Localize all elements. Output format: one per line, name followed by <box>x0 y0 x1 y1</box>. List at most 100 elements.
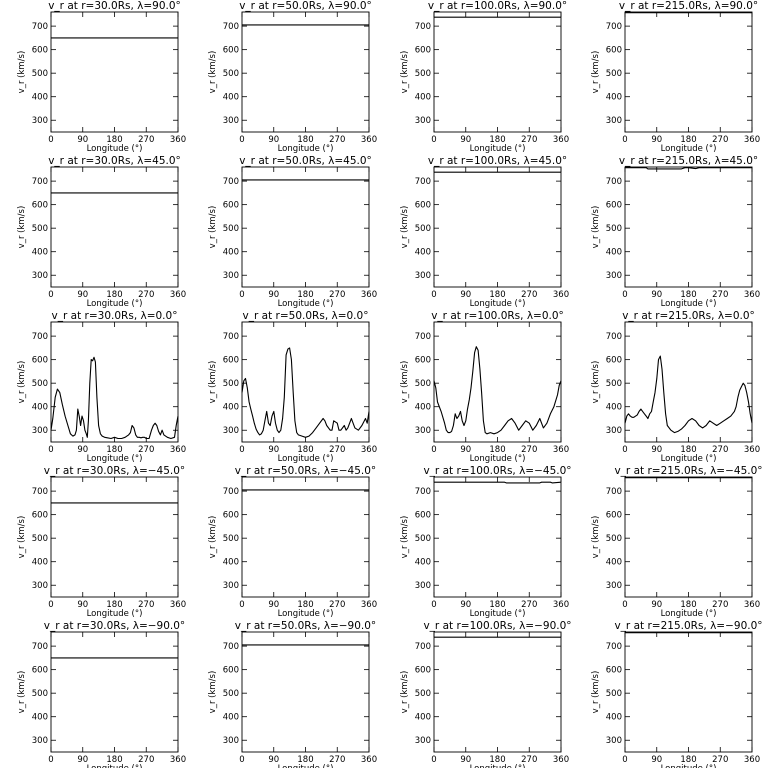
y-tick-label: 300 <box>415 116 431 126</box>
y-tick-label: 600 <box>32 201 48 211</box>
y-tick-label: 400 <box>606 403 622 413</box>
subplot-title: v_r at r=215.0Rs, λ=45.0° <box>619 155 758 167</box>
plot-frame <box>624 476 753 598</box>
x-tick-label: 270 <box>329 135 345 145</box>
x-tick-label: 180 <box>680 290 696 300</box>
y-axis-label: v_r (km/s) <box>591 51 601 94</box>
y-axis-label: v_r (km/s) <box>400 206 410 249</box>
y-tick-label: 700 <box>223 642 239 652</box>
plot-frame <box>241 476 370 598</box>
x-tick-label: 270 <box>712 290 728 300</box>
y-tick-label: 700 <box>223 22 239 32</box>
y-axis-label: v_r (km/s) <box>208 206 218 249</box>
x-tick-label: 360 <box>744 290 760 300</box>
series-line <box>241 347 370 438</box>
plot-frame <box>241 321 370 443</box>
y-tick-label: 500 <box>415 534 431 544</box>
subplot-title: v_r at r=30.0Rs, λ=−45.0° <box>44 465 185 477</box>
subplot: v_r at r=30.0Rs, λ=45.0° 0 90 180 270 360 300 4… <box>17 155 186 309</box>
y-axis-label: v_r (km/s) <box>591 361 601 404</box>
x-axis-label: Longitude (°) <box>661 144 717 154</box>
x-tick-label: 180 <box>106 600 122 610</box>
subplot-title: v_r at r=100.0Rs, λ=90.0° <box>428 0 567 12</box>
x-tick-label: 0 <box>622 755 627 765</box>
y-tick-label: 500 <box>606 69 622 79</box>
plot-frame <box>433 166 562 288</box>
y-tick-label: 700 <box>32 487 48 497</box>
x-tick-label: 360 <box>361 600 377 610</box>
x-tick-label: 360 <box>361 135 377 145</box>
subplot: v_r at r=100.0Rs, λ=90.0° 0 90 180 270 360 300… <box>400 0 569 154</box>
x-tick-label: 360 <box>170 445 186 455</box>
y-tick-label: 700 <box>32 177 48 187</box>
x-tick-label: 270 <box>329 445 345 455</box>
x-tick-label: 180 <box>297 600 313 610</box>
x-tick-label: 0 <box>48 135 53 145</box>
x-tick-label: 180 <box>680 755 696 765</box>
x-tick-label: 180 <box>297 755 313 765</box>
y-tick-label: 700 <box>32 22 48 32</box>
series-line <box>625 167 752 170</box>
x-tick-label: 0 <box>431 135 436 145</box>
x-tick-label: 360 <box>170 135 186 145</box>
x-axis-label: Longitude (°) <box>470 454 526 464</box>
subplot-title: v_r at r=30.0Rs, λ=0.0° <box>52 310 178 322</box>
subplot: v_r at r=30.0Rs, λ=0.0° 0 90 180 270 360 300 40… <box>17 310 186 464</box>
y-tick-label: 500 <box>606 534 622 544</box>
y-tick-label: 300 <box>223 116 239 126</box>
series-line <box>434 481 562 484</box>
x-tick-label: 0 <box>48 755 53 765</box>
y-tick-label: 300 <box>415 581 431 591</box>
x-tick-label: 180 <box>297 135 313 145</box>
x-tick-label: 360 <box>553 755 569 765</box>
x-tick-label: 180 <box>489 135 505 145</box>
y-axis-label: v_r (km/s) <box>400 516 410 559</box>
y-tick-label: 600 <box>415 511 431 521</box>
y-tick-label: 500 <box>223 379 239 389</box>
y-tick-label: 700 <box>606 642 622 652</box>
x-axis-label: Longitude (°) <box>87 609 143 619</box>
x-tick-label: 270 <box>138 135 154 145</box>
y-tick-label: 400 <box>606 93 622 103</box>
x-tick-label: 90 <box>651 135 662 145</box>
subplot: v_r at r=215.0Rs, λ=45.0° 0 90 180 270 360 300… <box>591 155 760 309</box>
y-tick-label: 500 <box>32 224 48 234</box>
y-tick-label: 700 <box>606 332 622 342</box>
x-tick-label: 90 <box>77 755 88 765</box>
y-tick-label: 500 <box>32 69 48 79</box>
x-axis-label: Longitude (°) <box>278 609 334 619</box>
subplot-title: v_r at r=100.0Rs, λ=45.0° <box>428 155 567 167</box>
y-tick-label: 400 <box>223 93 239 103</box>
x-tick-label: 270 <box>712 445 728 455</box>
subplot-title: v_r at r=50.0Rs, λ=−45.0° <box>235 465 376 477</box>
plot-frame <box>50 321 179 443</box>
x-axis-label: Longitude (°) <box>470 764 526 768</box>
subplot-title: v_r at r=100.0Rs, λ=−90.0° <box>423 620 571 632</box>
plot-frame <box>433 631 562 753</box>
x-tick-label: 270 <box>138 755 154 765</box>
y-tick-label: 500 <box>223 534 239 544</box>
y-axis-label: v_r (km/s) <box>17 361 27 404</box>
subplot-title: v_r at r=30.0Rs, λ=45.0° <box>48 155 181 167</box>
y-tick-label: 500 <box>223 224 239 234</box>
y-axis-label: v_r (km/s) <box>208 671 218 714</box>
x-tick-label: 180 <box>489 600 505 610</box>
x-tick-label: 0 <box>239 445 244 455</box>
y-tick-label: 400 <box>606 713 622 723</box>
x-tick-label: 360 <box>744 445 760 455</box>
x-tick-label: 360 <box>553 290 569 300</box>
x-tick-label: 0 <box>622 135 627 145</box>
y-axis-label: v_r (km/s) <box>208 516 218 559</box>
x-axis-label: Longitude (°) <box>661 454 717 464</box>
y-tick-label: 600 <box>32 666 48 676</box>
y-tick-label: 600 <box>606 666 622 676</box>
x-tick-label: 360 <box>744 755 760 765</box>
subplot: v_r at r=100.0Rs, λ=45.0° 0 90 180 270 360 300… <box>400 155 569 309</box>
x-tick-label: 90 <box>651 600 662 610</box>
y-tick-label: 700 <box>606 177 622 187</box>
x-tick-label: 0 <box>622 290 627 300</box>
subplot: v_r at r=50.0Rs, λ=90.0° 0 90 180 270 360 300 4… <box>208 0 377 154</box>
y-tick-label: 500 <box>32 689 48 699</box>
x-tick-label: 90 <box>77 445 88 455</box>
subplot-title: v_r at r=215.0Rs, λ=90.0° <box>619 0 758 12</box>
